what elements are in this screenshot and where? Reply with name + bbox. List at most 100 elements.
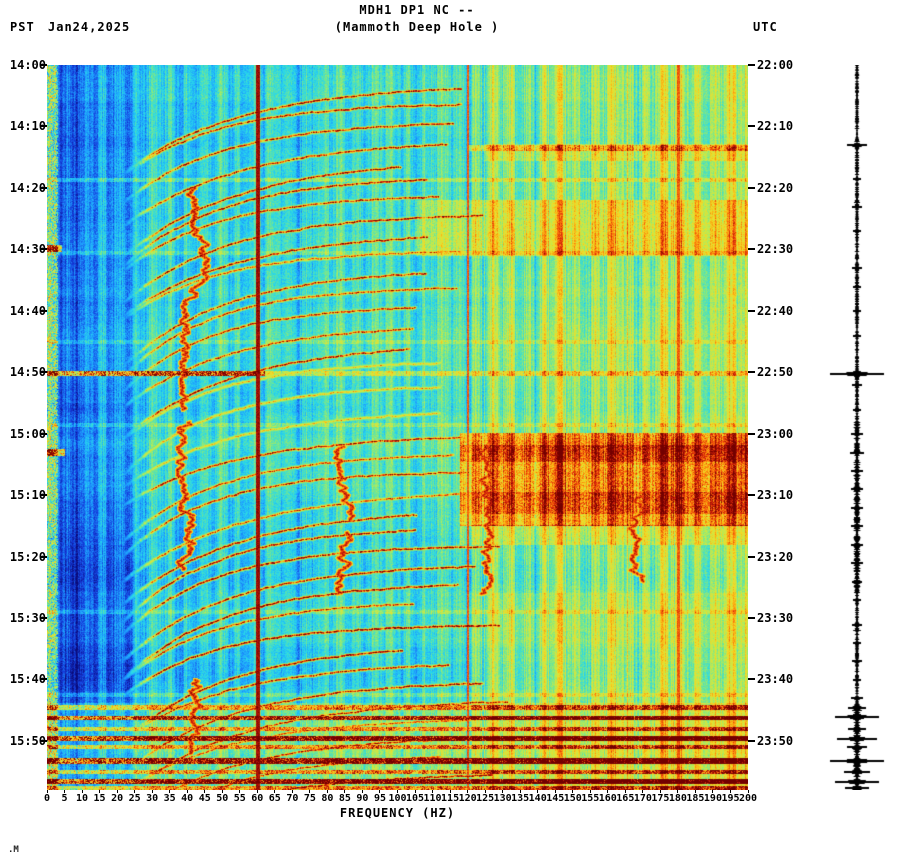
freq-tick (712, 790, 714, 793)
freq-tick (256, 790, 258, 793)
freq-tick (572, 790, 574, 793)
freq-tick (344, 790, 346, 793)
right-time-label: 23:10 (757, 488, 794, 503)
freq-tick (239, 790, 241, 793)
right-time-label: 22:20 (757, 180, 794, 195)
left-time-label: 14:00 (9, 58, 46, 72)
freq-tick-label: 155 (581, 793, 600, 804)
timezone-right-label: UTC (753, 20, 778, 34)
freq-tick (694, 790, 696, 793)
freq-tick (537, 790, 539, 793)
freq-tick-label: 175 (651, 793, 670, 804)
freq-tick-label: 90 (356, 793, 369, 804)
right-time-tick (748, 186, 755, 189)
freq-tick-label: 160 (598, 793, 617, 804)
seismogram-trace-canvas (827, 65, 887, 790)
freq-tick (397, 790, 398, 793)
right-time-label: 23:50 (757, 733, 794, 748)
right-time-label: 23:00 (757, 426, 794, 441)
left-time-tick (41, 555, 47, 558)
left-time-tick (41, 125, 47, 128)
freq-tick (309, 790, 311, 793)
left-time-tick (41, 494, 47, 497)
freq-tick-label: 15 (93, 793, 106, 804)
freq-tick-label: 110 (423, 793, 442, 804)
right-time-tick (748, 371, 755, 374)
right-time-tick (748, 125, 755, 128)
right-time-label: 22:40 (757, 303, 794, 318)
freq-tick-label: 45 (198, 793, 211, 804)
freq-tick (677, 790, 679, 793)
freq-tick-label: 190 (703, 793, 722, 804)
freq-tick (204, 790, 206, 793)
freq-tick (116, 790, 118, 793)
freq-tick (519, 790, 521, 793)
freq-tick-label: 105 (405, 793, 425, 804)
freq-tick (729, 790, 731, 793)
freq-tick (221, 790, 223, 793)
x-axis-title: FREQUENCY (HZ) (339, 806, 456, 820)
freq-tick (484, 790, 486, 793)
freq-tick (291, 790, 293, 793)
freq-tick-label: 55 (233, 793, 246, 804)
freq-tick-label: 25 (128, 793, 141, 804)
freq-tick (274, 790, 276, 793)
freq-tick-label: 100 (388, 793, 407, 804)
freq-tick (99, 790, 101, 793)
right-time-tick (748, 678, 755, 681)
left-time-tick (41, 309, 47, 312)
freq-tick-label: 35 (163, 793, 176, 804)
freq-tick-label: 170 (633, 793, 652, 804)
right-time-label: 22:10 (757, 119, 794, 134)
freq-tick (554, 790, 556, 793)
freq-tick-label: 150 (563, 793, 582, 804)
station-subtitle: (Mammoth Deep Hole ) (334, 20, 500, 34)
freq-tick (134, 790, 136, 793)
station-title: MDH1 DP1 NC -- (359, 3, 475, 17)
left-time-tick (41, 432, 47, 435)
freq-tick-label: 115 (441, 793, 460, 804)
freq-tick (64, 790, 66, 793)
freq-tick-label: 20 (111, 793, 124, 804)
freq-tick (81, 790, 83, 793)
left-time-label: 15:30 (9, 610, 46, 625)
left-time-label: 14:20 (9, 180, 46, 195)
freq-tick (169, 790, 171, 793)
freq-tick (449, 790, 451, 793)
right-time-label: 23:20 (757, 549, 794, 564)
freq-tick-label: 140 (528, 793, 547, 804)
left-time-label: 14:30 (9, 242, 46, 257)
left-time-label: 15:20 (9, 549, 46, 564)
spectrogram-canvas (47, 65, 748, 790)
freq-tick-label: 10 (76, 793, 89, 804)
freq-tick-label: 65 (268, 793, 281, 804)
freq-tick-label: 165 (616, 793, 635, 804)
right-time-tick (748, 432, 755, 435)
right-time-tick (748, 555, 755, 558)
freq-tick-label: 75 (303, 793, 316, 804)
freq-tick-label: 145 (546, 793, 565, 804)
right-time-tick (748, 309, 755, 312)
left-time-tick (41, 186, 47, 189)
left-time-tick (41, 371, 47, 374)
left-time-tick (41, 678, 47, 681)
freq-tick (432, 790, 434, 793)
freq-tick-label: 0 (43, 793, 51, 804)
freq-tick-label: 70 (286, 793, 299, 804)
right-time-tick (748, 64, 755, 66)
freq-tick (326, 790, 328, 793)
freq-tick (379, 790, 381, 793)
freq-tick-label: 135 (511, 793, 530, 804)
freq-tick (607, 790, 609, 793)
left-time-label: 15:10 (9, 488, 46, 503)
freq-tick (747, 790, 749, 793)
freq-tick-label: 40 (181, 793, 194, 804)
right-time-label: 22:00 (757, 58, 794, 72)
corner-mark: .M (8, 845, 19, 855)
freq-tick (361, 790, 363, 793)
right-time-label: 23:40 (757, 672, 794, 687)
right-time-tick (748, 494, 755, 497)
freq-tick-label: 120 (458, 793, 477, 804)
right-time-label: 22:50 (757, 365, 794, 380)
freq-tick (46, 790, 48, 793)
